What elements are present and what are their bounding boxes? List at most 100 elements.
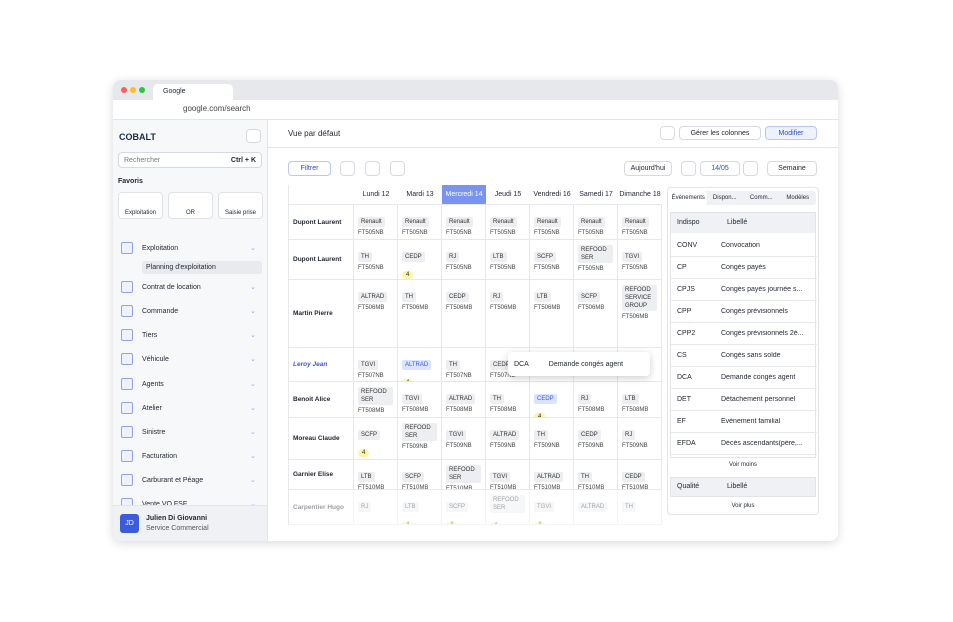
planning-cell[interactable]: LTB FT506MB bbox=[530, 280, 574, 348]
planning-cell[interactable]: SCFP FT505NB bbox=[530, 240, 574, 280]
view-selector[interactable]: Vue par défaut bbox=[288, 129, 341, 138]
manage-columns[interactable]: Gérer les colonnes bbox=[679, 126, 761, 140]
planning-cell[interactable]: TGVI FT505NB bbox=[618, 240, 662, 280]
planning-cell[interactable]: CEDP FT510MB bbox=[618, 460, 662, 490]
popover[interactable]: DCA Demande congés agent bbox=[508, 352, 650, 376]
planning-cell[interactable]: SCFP FT510MB bbox=[398, 460, 442, 490]
planning-cell[interactable]: ALTRAD FT510MB bbox=[530, 460, 574, 490]
next-button[interactable] bbox=[743, 161, 758, 176]
menu-item[interactable]: Véhicule ⌄ bbox=[121, 352, 256, 366]
menu-item[interactable]: Tiers ⌄ bbox=[121, 328, 256, 342]
table-row[interactable]: CONV Convocation bbox=[671, 235, 817, 257]
planning-cell[interactable]: RJ FT506MB bbox=[486, 280, 530, 348]
planning-cell[interactable]: TH FT508MB bbox=[486, 382, 530, 418]
planning-cell[interactable]: TGVI FT510MB bbox=[486, 460, 530, 490]
planning-cell[interactable]: RJ bbox=[354, 490, 398, 525]
table-row[interactable]: DET Détachement personnel bbox=[671, 389, 817, 411]
menu-item[interactable]: Commande ⌄ bbox=[121, 304, 256, 318]
planning-cell[interactable]: Renault FT505NB bbox=[354, 205, 398, 240]
table-row[interactable]: CP Congés payés bbox=[671, 257, 817, 279]
planning-cell[interactable]: TH bbox=[618, 490, 662, 525]
view-switch[interactable] bbox=[289, 185, 354, 205]
menu-item[interactable]: Facturation ⌄ bbox=[121, 449, 256, 463]
filter-button[interactable]: Filtrer bbox=[288, 161, 331, 176]
planning-cell[interactable]: TGVI 4 bbox=[530, 490, 574, 525]
menu-item[interactable]: Contrat de location ⌄ bbox=[121, 280, 256, 294]
min-dot[interactable] bbox=[130, 87, 136, 93]
binocular-button[interactable] bbox=[660, 126, 675, 140]
panel-tab[interactable]: Comm... bbox=[749, 195, 773, 201]
planning-cell[interactable]: Renault FT505NB bbox=[530, 205, 574, 240]
range-select[interactable]: Semaine bbox=[767, 161, 817, 176]
menu-item[interactable]: Atelier ⌄ bbox=[121, 401, 256, 415]
menu-item[interactable]: Exploitation ⌄ bbox=[121, 241, 256, 255]
planning-cell[interactable]: TH FT505NB bbox=[354, 240, 398, 280]
search-box[interactable]: Rechercher Ctrl + K bbox=[118, 152, 262, 168]
planning-cell[interactable]: REFOOD SERVICE GROUP FT506MB bbox=[618, 280, 662, 348]
planning-cell[interactable]: ALTRAD FT509NB bbox=[486, 418, 530, 460]
planning-cell[interactable]: SCFP4FT509NB bbox=[354, 418, 398, 460]
table-row[interactable]: EFDA Décès ascendants(père,... bbox=[671, 433, 817, 455]
planning-cell[interactable]: RJ FT509NB bbox=[618, 418, 662, 460]
planning-cell[interactable]: CEDP4FT505NB bbox=[398, 240, 442, 280]
table-row[interactable]: CS Congés sans solde bbox=[671, 345, 817, 367]
menu-item[interactable]: Sinistre ⌄ bbox=[121, 425, 256, 439]
planning-cell[interactable]: ALTRAD bbox=[574, 490, 618, 525]
planning-cell[interactable]: Renault FT505NB bbox=[442, 205, 486, 240]
planning-cell[interactable]: TH FT509NB bbox=[530, 418, 574, 460]
planning-cell[interactable]: LTB FT508MB bbox=[618, 382, 662, 418]
planning-cell[interactable]: LTB FT505NB bbox=[486, 240, 530, 280]
planning-cell[interactable]: ALTRAD FT508MB bbox=[442, 382, 486, 418]
table-row[interactable]: DCA Demande congés agent bbox=[671, 367, 817, 389]
url[interactable]: google.com/search bbox=[183, 104, 251, 113]
planning-cell[interactable]: CEDP 4 bbox=[530, 382, 574, 418]
favorite-tile[interactable]: Saisie prise bbox=[218, 192, 263, 219]
toggle-link[interactable]: Voir moins bbox=[728, 462, 757, 468]
favorite-tile[interactable]: Exploitation bbox=[118, 192, 163, 219]
planning-cell[interactable]: RJ FT505NB bbox=[442, 240, 486, 280]
info-button[interactable] bbox=[390, 161, 405, 176]
print-button[interactable] bbox=[365, 161, 380, 176]
submenu-item[interactable]: Planning d'exploitation bbox=[142, 261, 262, 274]
planning-cell[interactable]: TH FT510MB bbox=[574, 460, 618, 490]
planning-cell[interactable]: LTB 4 bbox=[398, 490, 442, 525]
planning-cell[interactable] bbox=[618, 348, 662, 382]
link-button[interactable] bbox=[340, 161, 355, 176]
planning-cell[interactable]: Renault FT505NB bbox=[398, 205, 442, 240]
planning-cell[interactable]: TGVI FT507NB bbox=[354, 348, 398, 382]
planning-cell[interactable]: RJ FT508MB bbox=[574, 382, 618, 418]
panel-tab[interactable]: Modèles bbox=[786, 195, 810, 201]
planning-cell[interactable]: ALTRAD4FT507NB bbox=[398, 348, 442, 382]
table-row[interactable]: CPJS Congés payés journée s... bbox=[671, 279, 817, 301]
planning-cell[interactable]: REFOOD SER FT508MB bbox=[354, 382, 398, 418]
max-dot[interactable] bbox=[139, 87, 145, 93]
planning-cell[interactable]: REFOOD SER FT510MB bbox=[442, 460, 486, 490]
panel-tab[interactable]: Dispon... bbox=[712, 195, 737, 201]
planning-cell[interactable]: SCFP FT506MB bbox=[574, 280, 618, 348]
prev-button[interactable] bbox=[681, 161, 696, 176]
table-row[interactable]: CPP2 Congés prévisionnels 2è... bbox=[671, 323, 817, 345]
planning-cell[interactable]: ALTRAD FT506MB bbox=[354, 280, 398, 348]
date-field[interactable]: 14/05 bbox=[700, 161, 740, 176]
planning-cell[interactable]: REFOOD SER 4 bbox=[486, 490, 530, 525]
planning-cell[interactable]: TGVI FT509NB bbox=[442, 418, 486, 460]
planning-cell[interactable]: TH FT506MB bbox=[398, 280, 442, 348]
panel-tab[interactable]: Évènements bbox=[670, 191, 707, 205]
edit-button[interactable]: Modifier bbox=[765, 126, 817, 140]
planning-cell[interactable]: REFOOD SER FT505NB bbox=[574, 240, 618, 280]
planning-cell[interactable]: TGVI FT508MB bbox=[398, 382, 442, 418]
collapse-button[interactable] bbox=[246, 129, 261, 143]
planning-cell[interactable]: Renault FT505NB bbox=[486, 205, 530, 240]
menu-item[interactable]: Agents ⌄ bbox=[121, 377, 256, 391]
table-row[interactable]: CPP Congés prévisionnels bbox=[671, 301, 817, 323]
toggle-link[interactable]: Voir plus bbox=[731, 503, 755, 509]
planning-cell[interactable]: REFOOD SER FT509NB bbox=[398, 418, 442, 460]
planning-cell[interactable]: LTB FT510MB bbox=[354, 460, 398, 490]
browser-tab[interactable]: Google bbox=[153, 84, 233, 100]
planning-cell[interactable]: Renault FT505NB bbox=[574, 205, 618, 240]
planning-cell[interactable]: CEDP FT509NB bbox=[574, 418, 618, 460]
planning-cell[interactable]: Renault FT505NB bbox=[618, 205, 662, 240]
planning-cell[interactable]: CEDP FT506MB bbox=[442, 280, 486, 348]
today-button[interactable]: Aujourd'hui bbox=[624, 161, 672, 176]
menu-item[interactable]: Carburant et Péage ⌄ bbox=[121, 473, 256, 487]
